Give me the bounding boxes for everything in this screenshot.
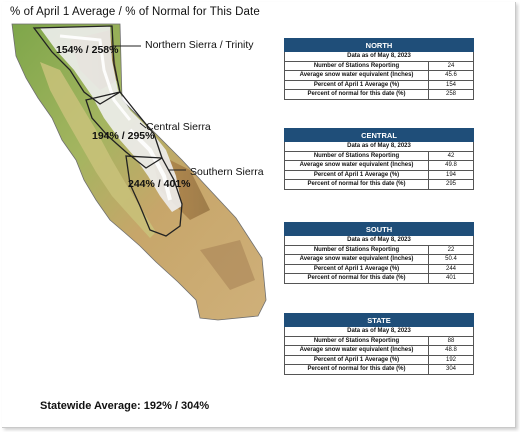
table-row: Percent of April 1 Average (%) 194 xyxy=(284,169,474,180)
table-row: Average snow water equivalent (Inches) 48… xyxy=(284,345,474,356)
row-value: 22 xyxy=(428,244,474,255)
table-row: Percent of April 1 Average (%) 192 xyxy=(284,354,474,365)
california-map xyxy=(11,23,267,321)
table-title: CENTRAL xyxy=(284,128,474,142)
region-label-north: Northern Sierra / Trinity xyxy=(145,39,254,51)
row-label: Percent of normal for this date (%) xyxy=(284,89,429,100)
table-row: Percent of normal for this date (%) 295 xyxy=(284,179,474,190)
row-value: 45.6 xyxy=(428,70,474,81)
row-label: Average snow water equivalent (Inches) xyxy=(284,345,429,356)
row-value: 48.8 xyxy=(428,345,474,356)
table-row: Percent of normal for this date (%) 258 xyxy=(284,89,474,100)
stats-table-north: NORTH Data as of May 8, 2023 Number of S… xyxy=(284,38,474,100)
table-row: Average snow water equivalent (Inches) 50… xyxy=(284,254,474,265)
table-row: Average snow water equivalent (Inches) 45… xyxy=(284,70,474,81)
stats-table-south: SOUTH Data as of May 8, 2023 Number of S… xyxy=(284,222,474,284)
row-value: 304 xyxy=(428,364,474,375)
row-label: Percent of normal for this date (%) xyxy=(284,364,429,375)
region-south-boundary xyxy=(125,155,183,237)
region-percent-south: 244% / 401% xyxy=(128,178,191,190)
row-value: 42 xyxy=(428,150,474,161)
row-label: Number of Stations Reporting xyxy=(284,244,429,255)
row-value: 154 xyxy=(428,79,474,90)
row-label: Percent of normal for this date (%) xyxy=(284,273,429,284)
row-value: 401 xyxy=(428,273,474,284)
row-value: 88 xyxy=(428,335,474,346)
row-value: 295 xyxy=(428,179,474,190)
stats-table-state: STATE Data as of May 8, 2023 Number of S… xyxy=(284,313,474,375)
row-label: Average snow water equivalent (Inches) xyxy=(284,254,429,265)
region-percent-central: 194% / 295% xyxy=(92,130,155,142)
row-label: Number of Stations Reporting xyxy=(284,60,429,71)
table-row: Number of Stations Reporting 88 xyxy=(284,335,474,346)
central-valley xyxy=(40,62,156,238)
table-row: Percent of April 1 Average (%) 154 xyxy=(284,79,474,90)
table-row: Number of Stations Reporting 42 xyxy=(284,150,474,161)
table-title: STATE xyxy=(284,313,474,327)
table-title: SOUTH xyxy=(284,222,474,236)
row-value: 192 xyxy=(428,354,474,365)
row-label: Number of Stations Reporting xyxy=(284,335,429,346)
table-row: Number of Stations Reporting 24 xyxy=(284,60,474,71)
row-label: Number of Stations Reporting xyxy=(284,150,429,161)
map-title: % of April 1 Average / % of Normal for T… xyxy=(10,6,260,18)
table-as-of: Data as of May 8, 2023 xyxy=(284,141,474,152)
row-label: Percent of normal for this date (%) xyxy=(284,179,429,190)
row-label: Percent of April 1 Average (%) xyxy=(284,169,429,180)
table-row: Number of Stations Reporting 22 xyxy=(284,244,474,255)
table-as-of: Data as of May 8, 2023 xyxy=(284,51,474,62)
row-label: Average snow water equivalent (Inches) xyxy=(284,70,429,81)
region-label-central: Central Sierra xyxy=(146,121,211,133)
row-value: 244 xyxy=(428,263,474,274)
table-row: Percent of April 1 Average (%) 244 xyxy=(284,263,474,274)
table-row: Percent of normal for this date (%) 304 xyxy=(284,364,474,375)
statewide-average: Statewide Average: 192% / 304% xyxy=(40,400,210,412)
snowpack xyxy=(40,26,182,212)
table-as-of: Data as of May 8, 2023 xyxy=(284,326,474,337)
row-label: Average snow water equivalent (Inches) xyxy=(284,160,429,171)
row-value: 50.4 xyxy=(428,254,474,265)
region-north-boundary xyxy=(32,25,121,105)
row-label: Percent of April 1 Average (%) xyxy=(284,79,429,90)
table-title: NORTH xyxy=(284,38,474,52)
row-value: 24 xyxy=(428,60,474,71)
row-value: 194 xyxy=(428,169,474,180)
row-value: 49.8 xyxy=(428,160,474,171)
region-percent-north: 154% / 258% xyxy=(56,44,119,56)
region-central-boundary xyxy=(85,91,163,169)
row-label: Percent of April 1 Average (%) xyxy=(284,263,429,274)
region-label-south: Southern Sierra xyxy=(190,166,264,178)
row-label: Percent of April 1 Average (%) xyxy=(284,354,429,365)
table-row: Average snow water equivalent (Inches) 49… xyxy=(284,160,474,171)
stats-table-central: CENTRAL Data as of May 8, 2023 Number of… xyxy=(284,128,474,190)
row-value: 258 xyxy=(428,89,474,100)
table-row: Percent of normal for this date (%) 401 xyxy=(284,273,474,284)
table-as-of: Data as of May 8, 2023 xyxy=(284,235,474,246)
